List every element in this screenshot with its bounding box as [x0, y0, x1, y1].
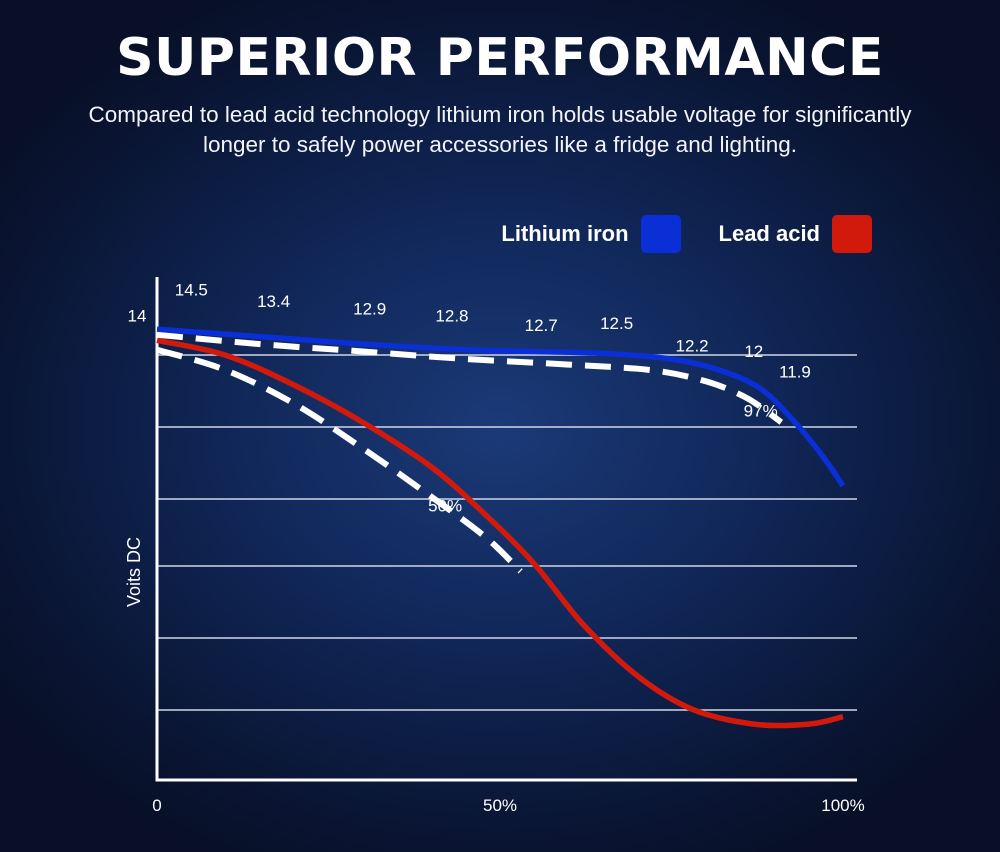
legend-label-lithium: Lithium iron — [501, 221, 629, 246]
series-line-lead-acid — [156, 337, 844, 729]
legend-swatch-lithium — [640, 215, 681, 253]
data-label-3: 12.9 — [353, 299, 386, 318]
data-label-9: 11.9 — [779, 363, 811, 382]
data-label-7: 12.2 — [676, 337, 709, 356]
data-label-8: 12 — [744, 342, 763, 361]
page-subtitle: Compared to lead acid technology lithium… — [88, 102, 912, 157]
data-label-1: 14.5 — [175, 281, 208, 300]
series-line-lithium-iron-dashed — [156, 331, 784, 425]
data-label-5: 12.7 — [525, 316, 558, 335]
x-tick-label-3: 100% — [821, 796, 864, 815]
data-label-10: 97% — [744, 402, 778, 421]
data-label-11: 50% — [428, 497, 462, 516]
data-label-4: 12.8 — [435, 307, 468, 326]
data-label-6: 12.5 — [600, 314, 633, 333]
y-axis-label: Voits DC — [124, 537, 144, 607]
y-tick-label-1: 14 — [128, 307, 147, 326]
x-tick-label-1: 0 — [152, 796, 161, 815]
data-label-2: 13.4 — [257, 292, 290, 311]
x-tick-label-2: 50% — [483, 796, 517, 815]
legend-swatch-lead — [832, 215, 872, 253]
legend-label-lead: Lead acid — [718, 221, 820, 246]
series-line-lithium-iron — [156, 326, 846, 488]
series-line-lead-acid-dashed — [156, 346, 523, 574]
legend-item-lithium: Lithium iron — [501, 215, 681, 253]
page-title: SUPERIOR PERFORMANCE — [116, 28, 884, 88]
legend-item-lead: Lead acid — [719, 215, 872, 253]
chart-legend: Lithium iron Lead acid — [463, 215, 872, 253]
